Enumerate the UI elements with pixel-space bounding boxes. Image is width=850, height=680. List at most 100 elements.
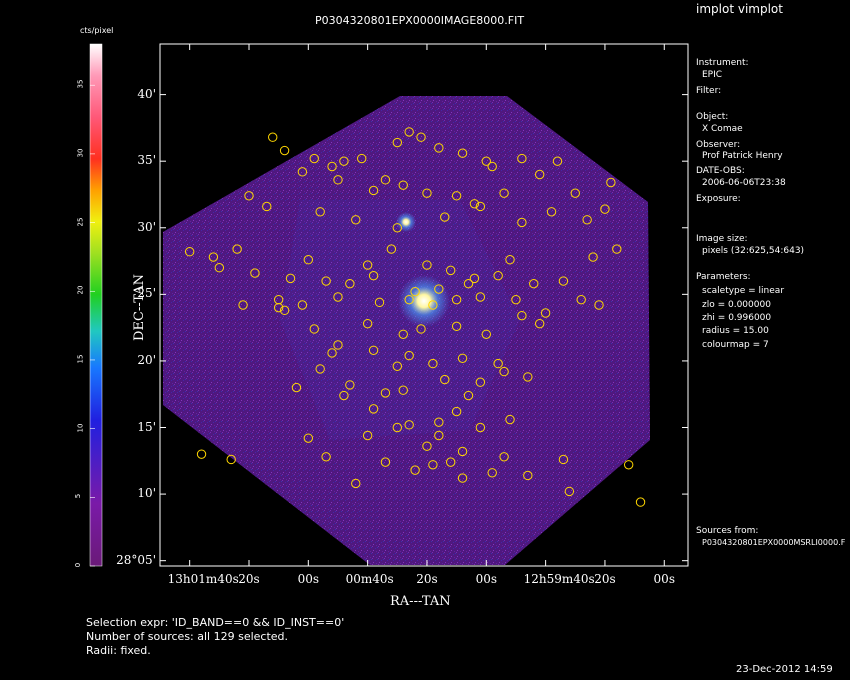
source-marker	[184, 247, 195, 257]
colorbar-tick-label: 0	[74, 562, 83, 568]
y-tick-label: 28°05'	[116, 552, 156, 567]
source-marker	[303, 255, 314, 265]
colorbar	[90, 44, 102, 566]
source-marker	[262, 201, 272, 212]
source-marker	[410, 465, 420, 475]
source-marker	[368, 185, 379, 196]
source-marker	[451, 294, 462, 305]
source-marker	[291, 382, 302, 393]
date-label: DATE-OBS:	[696, 166, 745, 176]
source-marker	[368, 271, 379, 281]
source-marker	[517, 153, 527, 164]
source-marker	[606, 177, 616, 188]
sources-value: P0304320801EPX0000MSRLI0000.F	[702, 538, 846, 547]
colorbar-tick-label: 20	[76, 285, 85, 295]
colorbar-tick-label: 5	[74, 494, 83, 499]
source-marker	[321, 452, 331, 462]
param-zlo: zlo = 0.000000	[702, 300, 771, 310]
colorbar-tick-label: 30	[76, 148, 85, 158]
source-marker	[475, 422, 486, 433]
source-marker	[475, 292, 486, 302]
source-marker	[392, 361, 403, 371]
source-marker	[463, 278, 474, 289]
source-marker	[297, 300, 308, 310]
sources-label: Sources from:	[696, 526, 759, 536]
source-marker	[196, 449, 207, 459]
source-marker	[517, 310, 527, 321]
source-marker	[268, 132, 278, 142]
colorbar-ticks	[90, 84, 95, 567]
source-marker	[285, 273, 296, 284]
source-marker	[487, 161, 497, 172]
plot-title: P0304320801EPX0000IMAGE8000.FIT	[315, 14, 525, 27]
source-marker	[345, 380, 355, 390]
image-field	[163, 96, 650, 565]
y-tick-label: 20'	[137, 352, 156, 367]
x-tick-label: 13h01m40s	[167, 572, 239, 586]
source-marker	[451, 321, 462, 332]
source-marker	[540, 308, 551, 318]
source-marker	[226, 454, 236, 465]
selection-expr: Selection expr: 'ID_BAND==0 && ID_INST==…	[86, 616, 345, 629]
source-marker	[481, 156, 491, 166]
plot-frame	[159, 43, 689, 567]
source-marker	[493, 271, 503, 281]
source-marker	[422, 188, 432, 198]
source-marker	[505, 255, 515, 265]
source-marker	[588, 252, 598, 262]
source-marker	[404, 294, 414, 305]
source-marker	[457, 353, 468, 363]
source-marker	[428, 300, 438, 310]
source-marker	[368, 404, 379, 414]
source-marker	[362, 430, 373, 441]
source-marker	[445, 457, 456, 467]
source-marker	[546, 207, 557, 217]
source-marker	[404, 420, 414, 430]
source-marker	[451, 406, 462, 417]
source-marker	[392, 422, 403, 433]
y-tick-label: 25'	[137, 286, 156, 301]
source-marker	[398, 329, 408, 339]
source-marker	[434, 417, 444, 427]
colorbar-tick-label: 15	[76, 354, 85, 364]
observer-value: Prof Patrick Henry	[702, 151, 783, 161]
source-marker	[594, 300, 604, 310]
object-label: Object:	[696, 112, 729, 122]
source-marker	[214, 263, 225, 273]
x-tick-label: 20s	[594, 572, 616, 586]
source-marker	[303, 433, 314, 443]
source-marker	[534, 318, 545, 329]
source-marker	[380, 175, 391, 185]
source-marker	[576, 294, 586, 305]
source-marker	[534, 169, 545, 180]
source-marker	[523, 470, 533, 481]
x-tick-label: 20s	[238, 572, 260, 586]
x-axis-ticks	[189, 44, 665, 566]
source-marker	[499, 366, 509, 377]
x-tick-label: 00m40s	[345, 572, 394, 586]
source-marker	[523, 372, 533, 382]
source-marker	[273, 302, 284, 313]
bright-source	[398, 275, 450, 327]
source-marker	[475, 377, 486, 387]
source-marker	[511, 294, 521, 305]
source-marker	[208, 252, 219, 262]
filter-label: Filter:	[696, 86, 722, 96]
colorbar-tick-label: 25	[76, 217, 85, 227]
source-marker	[327, 161, 337, 172]
image-size-label: Image size:	[696, 234, 748, 244]
source-marker	[279, 305, 290, 316]
source-marker	[505, 414, 515, 425]
source-marker	[487, 468, 497, 478]
source-marker	[416, 324, 426, 334]
source-marker	[428, 460, 438, 470]
source-marker	[374, 297, 385, 308]
source-marker	[517, 217, 527, 228]
source-marker	[333, 175, 343, 185]
date-value: 2006-06-06T23:38	[702, 178, 786, 188]
source-marker	[481, 329, 491, 339]
source-marker	[362, 318, 373, 329]
source-marker	[457, 446, 468, 457]
colorbar-tick-label: 10	[76, 423, 85, 433]
source-marker	[404, 350, 414, 361]
